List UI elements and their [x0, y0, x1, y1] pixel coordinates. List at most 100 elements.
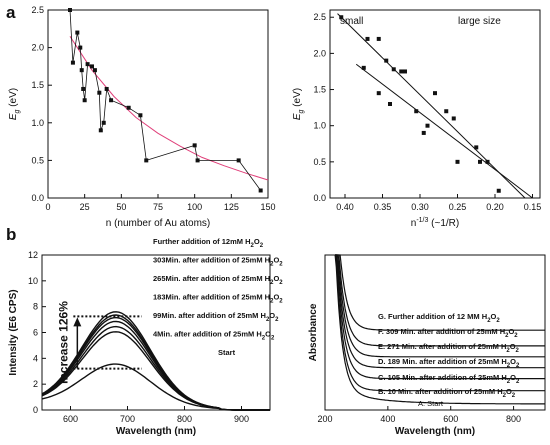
- a-left-point-5: [81, 86, 86, 91]
- b-right-series-line-0: [334, 254, 545, 405]
- a-right-y-tick-label-0: 0.0: [313, 193, 326, 203]
- b-right-x-tick-label-1: 400: [380, 414, 395, 424]
- b-right-legend-4-tail: O: [510, 342, 516, 351]
- a-left-y-axis-label-unit: (eV): [8, 88, 19, 110]
- a-left-point-18: [192, 143, 197, 148]
- a-right-x-tick-label-0: 0.40: [336, 202, 354, 212]
- a-right-y-axis-label-main: E: [292, 113, 303, 120]
- a-right-fit-line-0: [337, 13, 526, 199]
- b-left-y-axis-label: Intensity (E6 CPS): [8, 289, 19, 375]
- b-left-legend-2: 265Min. after addition of 25mM H2O2: [153, 274, 283, 286]
- b-left-y-tick-label-6: 12: [28, 250, 38, 260]
- b-right-y-axis-label: Absorbance: [308, 303, 319, 361]
- a-right-x-axis-label-sup: -1/3: [416, 217, 428, 224]
- b-left-x-axis-label: Wavelength (nm): [116, 426, 196, 437]
- b-right-legend-3-text: 189 Min. after addition of 25mM H: [388, 357, 507, 366]
- a-left-point-19: [195, 158, 200, 163]
- panel-label-b: b: [6, 225, 16, 244]
- b-right-legend-2-text: 105 Min. after addition of 25mM H: [388, 373, 507, 382]
- b-left-legend-4-tail: O: [269, 311, 275, 320]
- a-left-data-line: [69, 9, 262, 191]
- a-right-y-tick-label-4: 2.0: [313, 48, 326, 58]
- b-right-x-axis-label: Wavelength (nm): [395, 426, 475, 437]
- b-right-legend-1-tail: O: [506, 387, 512, 396]
- b-right-legend-1: B. 10 Min. after addition of 25mM H2O2: [378, 387, 516, 399]
- b-left-legend-5: 4Min. after addition of 25mM H2O2: [153, 330, 275, 342]
- a-left-point-15: [126, 105, 131, 110]
- b-right-legend-4-sub: 2: [506, 348, 510, 354]
- a-left-point-16: [138, 113, 143, 118]
- a-right-x-axis-label: n-1/3 (~1/R): [411, 217, 459, 229]
- b-right-legend-3: D. 189 Min. after addition of 25mM H2O2: [378, 357, 520, 369]
- b-left-legend-5-tail: O: [265, 330, 271, 339]
- a-left-point-1: [70, 60, 75, 65]
- a-left-x-tick-label-6: 150: [260, 202, 275, 212]
- b-right-legend-6-sub: 2: [487, 318, 491, 324]
- b-left-y-tick-label-3: 6: [33, 328, 38, 338]
- a-right-point-0: [339, 15, 344, 20]
- b-right-legend-6-text: Further addition of 12 MM H: [388, 312, 487, 321]
- a-right-point-15: [451, 116, 456, 121]
- b-left-y-tick-label-0: 0: [33, 405, 38, 415]
- a-left-point-20: [236, 158, 241, 163]
- a-right-x-tick-label-2: 0.30: [411, 202, 429, 212]
- b-left-legend-6: Start: [218, 348, 236, 357]
- b-right-legend-1-text: 10 Min. after addition of 25mM H: [388, 387, 503, 396]
- a-left-point-10: [97, 90, 102, 95]
- a-right-point-2: [376, 36, 381, 41]
- b-right-legend-5: F. 309 Min. after addition of 25mM H2O2: [378, 327, 518, 339]
- a-right-point-20: [455, 159, 460, 164]
- a-right-point-8: [376, 91, 381, 96]
- a-right-x-tick-label-1: 0.35: [374, 202, 392, 212]
- a-left-point-11: [98, 128, 103, 133]
- a-left-x-tick-label-4: 100: [187, 202, 202, 212]
- a-left-point-13: [104, 86, 109, 91]
- a-left-point-0: [68, 8, 72, 12]
- a-left-point-12: [101, 120, 106, 125]
- b-right-legend-5-letter: F.: [378, 327, 386, 336]
- b-left-legend-1-text: 303Min. after addition of 25mM H: [153, 256, 270, 265]
- b-left-legend-4: 99Min. after addition of 25mM H2O2: [153, 311, 279, 323]
- b-right-legend-6-sub2: 2: [496, 318, 500, 324]
- b-left-legend-3: 183Min. after addition of 25mM H2O2: [153, 293, 283, 305]
- b-left-legend-5-text: 4Min. after addition of 25mM H: [153, 330, 262, 339]
- b-right-legend-3-letter: D.: [378, 357, 388, 366]
- a-right-y-axis-label-sub: g: [298, 109, 305, 113]
- a-left-point-3: [78, 45, 83, 50]
- a-right-y-tick-label-1: 0.5: [313, 157, 326, 167]
- b-left-y-tick-label-4: 8: [33, 302, 38, 312]
- a-left-y-axis-label: Eg (eV): [8, 88, 21, 120]
- a-right-point-16: [474, 145, 479, 150]
- b-right-legend-6: G. Further addition of 12 MM H2O2: [378, 312, 500, 324]
- panel-label-a: a: [6, 3, 16, 22]
- b-right-x-tick-label-0: 200: [317, 414, 332, 424]
- a-left-y-tick-label-1: 0.5: [31, 155, 44, 165]
- b-left-legend-3-text: 183Min. after addition of 25mM H: [153, 293, 270, 302]
- b-right-legend-3-tail: O: [510, 357, 516, 366]
- a-right-point-19: [496, 188, 501, 193]
- a-right-point-10: [414, 109, 419, 114]
- b-right-series-line-1: [334, 254, 545, 392]
- a-right-y-tick-label-2: 1.0: [313, 121, 326, 131]
- b-right-legend-4-sub2: 2: [516, 348, 520, 354]
- b-left-legend-2-tail: O: [273, 274, 279, 283]
- b-right-legend-5-sub2: 2: [514, 333, 518, 339]
- a-right-x-tick-label-5: 0.15: [524, 202, 542, 212]
- a-left-y-tick-label-0: 0.0: [31, 193, 44, 203]
- b-left-legend-0-sub: 2: [251, 243, 255, 249]
- a-right-point-5: [399, 69, 404, 74]
- a-left-point-9: [92, 68, 97, 73]
- b-left-legend-4-text: 99Min. after addition of 25mM H: [153, 311, 266, 320]
- b-right-legend-1-letter: B.: [378, 387, 388, 396]
- a-left-point-4: [79, 68, 84, 73]
- b-right-series-line-5: [335, 254, 545, 347]
- a-left-x-tick-label-5: 125: [224, 202, 239, 212]
- a-right-point-18: [485, 159, 490, 164]
- b-right-legend-5-sub: 2: [505, 333, 509, 339]
- b-right-legend-2-tail: O: [510, 373, 516, 382]
- b-right-legend-2-letter: C.: [378, 373, 388, 382]
- b-right-legend-3-sub: 2: [507, 363, 511, 369]
- a-right-point-14: [444, 109, 449, 114]
- b-right-series-line-4: [335, 254, 545, 358]
